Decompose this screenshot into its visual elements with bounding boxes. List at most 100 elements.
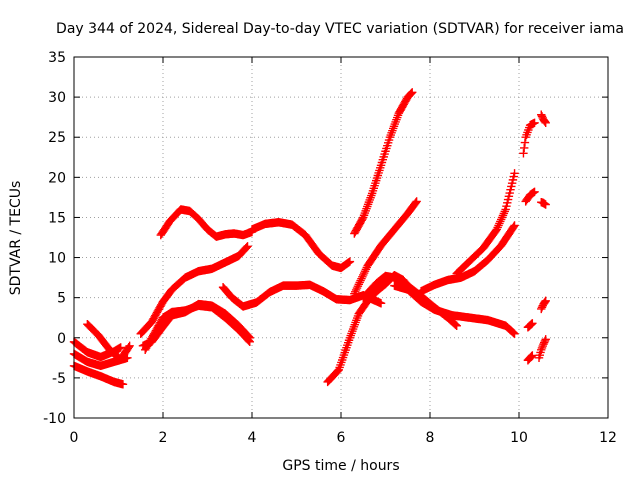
grid-lines — [74, 57, 608, 418]
series-sat-i — [247, 218, 355, 273]
data-point — [508, 328, 518, 337]
data-point — [411, 198, 421, 207]
chart-title: Day 344 of 2024, Sidereal Day-to-day VTE… — [56, 21, 624, 37]
data-point — [530, 118, 539, 127]
x-tick-label: 6 — [337, 430, 346, 446]
series-sat-e — [136, 242, 252, 338]
data-point — [509, 328, 518, 338]
data-point — [508, 175, 518, 185]
series-sat-t — [521, 187, 539, 206]
data-point — [507, 182, 516, 191]
series-sat-o — [390, 281, 519, 338]
x-tick-label: 2 — [159, 430, 168, 446]
data-point — [537, 112, 547, 121]
x-tick-label: 10 — [510, 430, 528, 446]
data-point — [504, 192, 514, 201]
series-sat-d — [83, 319, 134, 364]
data-point — [124, 342, 133, 352]
data-point — [451, 320, 461, 330]
x-tick-label: 0 — [70, 430, 79, 446]
data-point — [509, 222, 518, 231]
series-sat-m — [350, 197, 421, 298]
y-tick-label: 25 — [48, 130, 66, 146]
data-point — [245, 333, 254, 342]
series-sat-w — [523, 351, 537, 365]
y-tick-label: -5 — [52, 371, 66, 387]
data-point — [125, 341, 134, 350]
axis-ticks — [73, 56, 609, 419]
data-point — [541, 296, 550, 306]
y-tick-label: 10 — [48, 251, 66, 267]
x-tick-label: 8 — [426, 430, 435, 446]
data-point — [376, 299, 386, 308]
data-point — [509, 172, 518, 181]
series-sat-a — [69, 337, 125, 362]
data-point — [540, 336, 550, 346]
data-point — [530, 187, 539, 196]
data-point — [345, 257, 355, 266]
data-point — [407, 89, 416, 98]
data-point — [527, 352, 536, 361]
data-point — [519, 143, 529, 153]
y-axis-title: SDTVAR / TECUs — [8, 181, 24, 296]
data-point — [519, 149, 528, 158]
y-tick-label: 30 — [48, 90, 66, 106]
data-point — [242, 243, 251, 252]
data-point — [520, 138, 530, 147]
y-tick-labels: -10 -5 0 5 10 15 20 25 30 35 — [43, 50, 66, 427]
data-point — [541, 335, 550, 344]
series-sat-g — [138, 299, 254, 350]
series-sat-u — [537, 198, 550, 209]
data-point — [541, 200, 550, 209]
x-tick-label: 12 — [599, 430, 617, 446]
y-tick-label: -10 — [43, 411, 66, 427]
data-point — [510, 329, 519, 338]
x-tick-labels: 0 2 4 6 8 10 12 — [70, 430, 617, 446]
series-sat-s — [537, 110, 550, 127]
data-point — [452, 321, 461, 330]
series-sat-v — [523, 319, 537, 332]
data-point — [503, 198, 512, 208]
data-point — [412, 197, 421, 206]
y-tick-label: 35 — [48, 50, 66, 66]
data-point — [501, 205, 510, 214]
data-point — [526, 352, 536, 362]
data-point — [506, 185, 515, 194]
y-tick-label: 15 — [48, 210, 66, 226]
data-point — [537, 303, 547, 312]
data-point — [507, 178, 517, 188]
data-point — [539, 339, 548, 349]
data-point — [541, 118, 550, 127]
data-point — [118, 380, 128, 389]
data-point — [510, 221, 519, 230]
data-point — [528, 351, 537, 360]
data-point — [502, 201, 511, 211]
data-point — [528, 319, 537, 328]
series-sat-y — [534, 335, 550, 363]
series-sat-x — [537, 296, 550, 314]
series-sat-r — [519, 118, 539, 158]
data-point — [408, 88, 417, 97]
x-axis-title: GPS time / hours — [282, 458, 399, 474]
data-points — [69, 88, 550, 389]
y-tick-label: 0 — [57, 331, 66, 347]
data-point — [540, 338, 549, 347]
data-point — [244, 332, 254, 342]
data-point — [503, 195, 513, 204]
series-sat-p — [416, 221, 519, 296]
data-point — [116, 343, 125, 352]
data-point — [510, 169, 519, 178]
series-sat-q — [452, 169, 519, 278]
data-point — [505, 188, 514, 198]
y-tick-label: 20 — [48, 170, 66, 186]
data-point — [358, 214, 367, 224]
x-tick-label: 4 — [248, 430, 257, 446]
data-point — [540, 297, 550, 307]
series-sat-h — [156, 205, 257, 241]
data-point — [537, 110, 546, 119]
data-point — [243, 242, 252, 251]
data-point — [537, 304, 546, 314]
data-point — [540, 117, 550, 126]
